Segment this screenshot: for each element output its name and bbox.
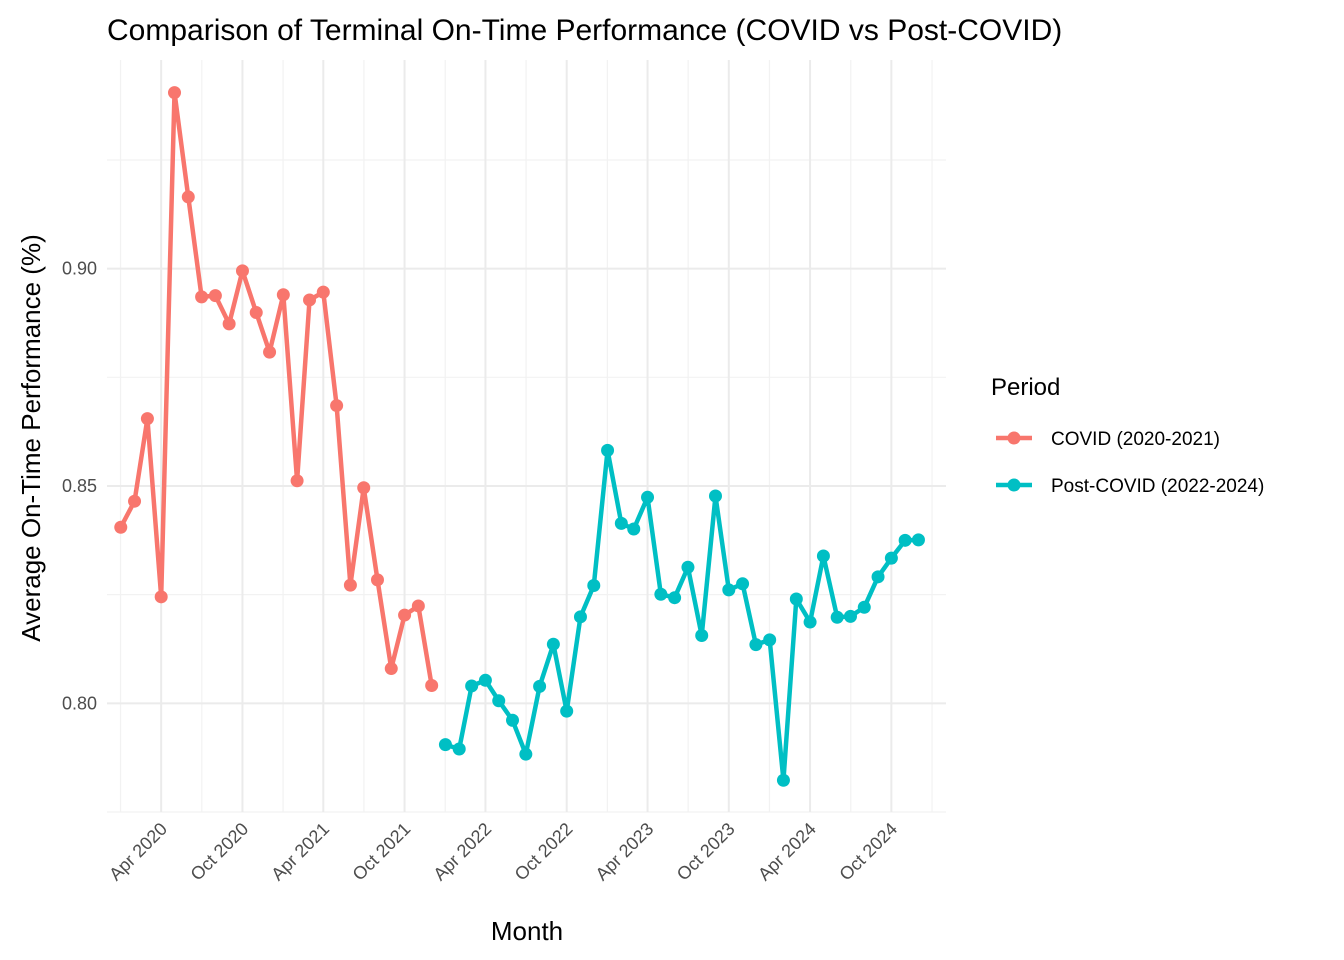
legend-key-point: [1007, 431, 1021, 445]
data-point: [763, 633, 777, 647]
x-tick-label: Apr 2021: [267, 819, 333, 885]
x-axis-title: Month: [491, 916, 563, 946]
legend-key: [996, 431, 1032, 445]
y-tick-label: 0.85: [62, 476, 97, 496]
legend-title: Period: [991, 374, 1060, 401]
data-point: [303, 293, 317, 307]
legend-label: COVID (2020-2021): [1051, 429, 1220, 450]
data-point: [411, 599, 425, 613]
x-tick-label: Oct 2020: [187, 819, 253, 885]
data-point: [249, 306, 263, 320]
data-point: [316, 285, 330, 299]
minor-gridlines: [107, 60, 946, 813]
data-point: [776, 773, 790, 787]
data-point: [357, 481, 371, 495]
data-point: [736, 577, 750, 591]
data-point: [478, 673, 492, 687]
x-tick-label: Oct 2022: [511, 819, 577, 885]
data-point: [627, 522, 641, 536]
x-axis-tick-labels: Apr 2020 Oct 2020 Apr 2021 Oct 2021 Apr 2022…: [105, 819, 901, 885]
data-point: [384, 662, 398, 676]
data-point: [290, 474, 304, 488]
data-point: [168, 86, 182, 100]
data-point: [114, 520, 128, 534]
data-point: [263, 345, 277, 359]
data-point: [398, 608, 412, 622]
series-line-1: [118, 90, 434, 688]
data-point: [816, 549, 830, 563]
data-point: [195, 290, 209, 304]
legend-key-point: [1007, 478, 1021, 492]
data-point: [911, 533, 925, 547]
x-tick-label: Apr 2023: [592, 819, 658, 885]
data-point: [330, 399, 344, 413]
data-point: [438, 738, 452, 752]
data-point: [844, 609, 858, 623]
data-point: [830, 610, 844, 624]
data-point: [140, 412, 154, 426]
data-point: [452, 742, 466, 756]
x-tick-label: Apr 2020: [105, 819, 171, 885]
data-point: [425, 679, 439, 693]
data-point: [208, 289, 222, 303]
data-point: [871, 570, 885, 584]
data-point: [614, 516, 628, 530]
data-point: [235, 264, 249, 278]
data-point: [857, 600, 871, 614]
y-axis-tick-labels: 0.80 0.85 0.90: [62, 259, 97, 714]
data-point: [749, 638, 763, 652]
data-point: [533, 679, 547, 693]
data-point: [668, 591, 682, 605]
legend-key: [996, 478, 1032, 492]
data-point: [708, 489, 722, 503]
chart-title: Comparison of Terminal On-Time Performan…: [107, 14, 1062, 47]
data-point: [276, 288, 290, 302]
data-point: [506, 713, 520, 727]
data-point: [154, 590, 168, 604]
data-point: [803, 615, 817, 629]
legend-label: Post-COVID (2022-2024): [1051, 476, 1264, 497]
series-layer: [114, 86, 925, 787]
data-point: [546, 637, 560, 651]
y-tick-label: 0.90: [62, 259, 97, 279]
data-point: [370, 573, 384, 587]
data-point: [601, 443, 615, 457]
data-point: [465, 679, 479, 693]
data-point: [641, 490, 655, 504]
x-tick-label: Apr 2022: [429, 819, 495, 885]
data-point: [654, 587, 668, 601]
data-point: [884, 551, 898, 565]
data-point: [695, 629, 709, 643]
data-point: [898, 533, 912, 547]
data-point: [789, 592, 803, 606]
y-tick-label: 0.80: [62, 693, 97, 713]
legend: Period COVID (2020-2021) Post-COVID (2022…: [991, 374, 1264, 497]
x-tick-label: Apr 2024: [754, 819, 820, 885]
data-point: [722, 583, 736, 597]
data-point: [573, 610, 587, 624]
x-tick-label: Oct 2024: [835, 819, 901, 885]
data-point: [492, 694, 506, 708]
data-point: [128, 494, 142, 508]
data-point: [222, 317, 236, 331]
data-point: [587, 579, 601, 593]
data-point: [181, 190, 195, 204]
data-point: [560, 704, 574, 718]
x-tick-label: Oct 2021: [349, 819, 415, 885]
x-tick-label: Oct 2023: [673, 819, 739, 885]
data-point: [343, 578, 357, 592]
data-point: [681, 560, 695, 574]
y-axis-title: Average On-Time Performance (%): [16, 234, 46, 641]
data-point: [519, 747, 533, 761]
